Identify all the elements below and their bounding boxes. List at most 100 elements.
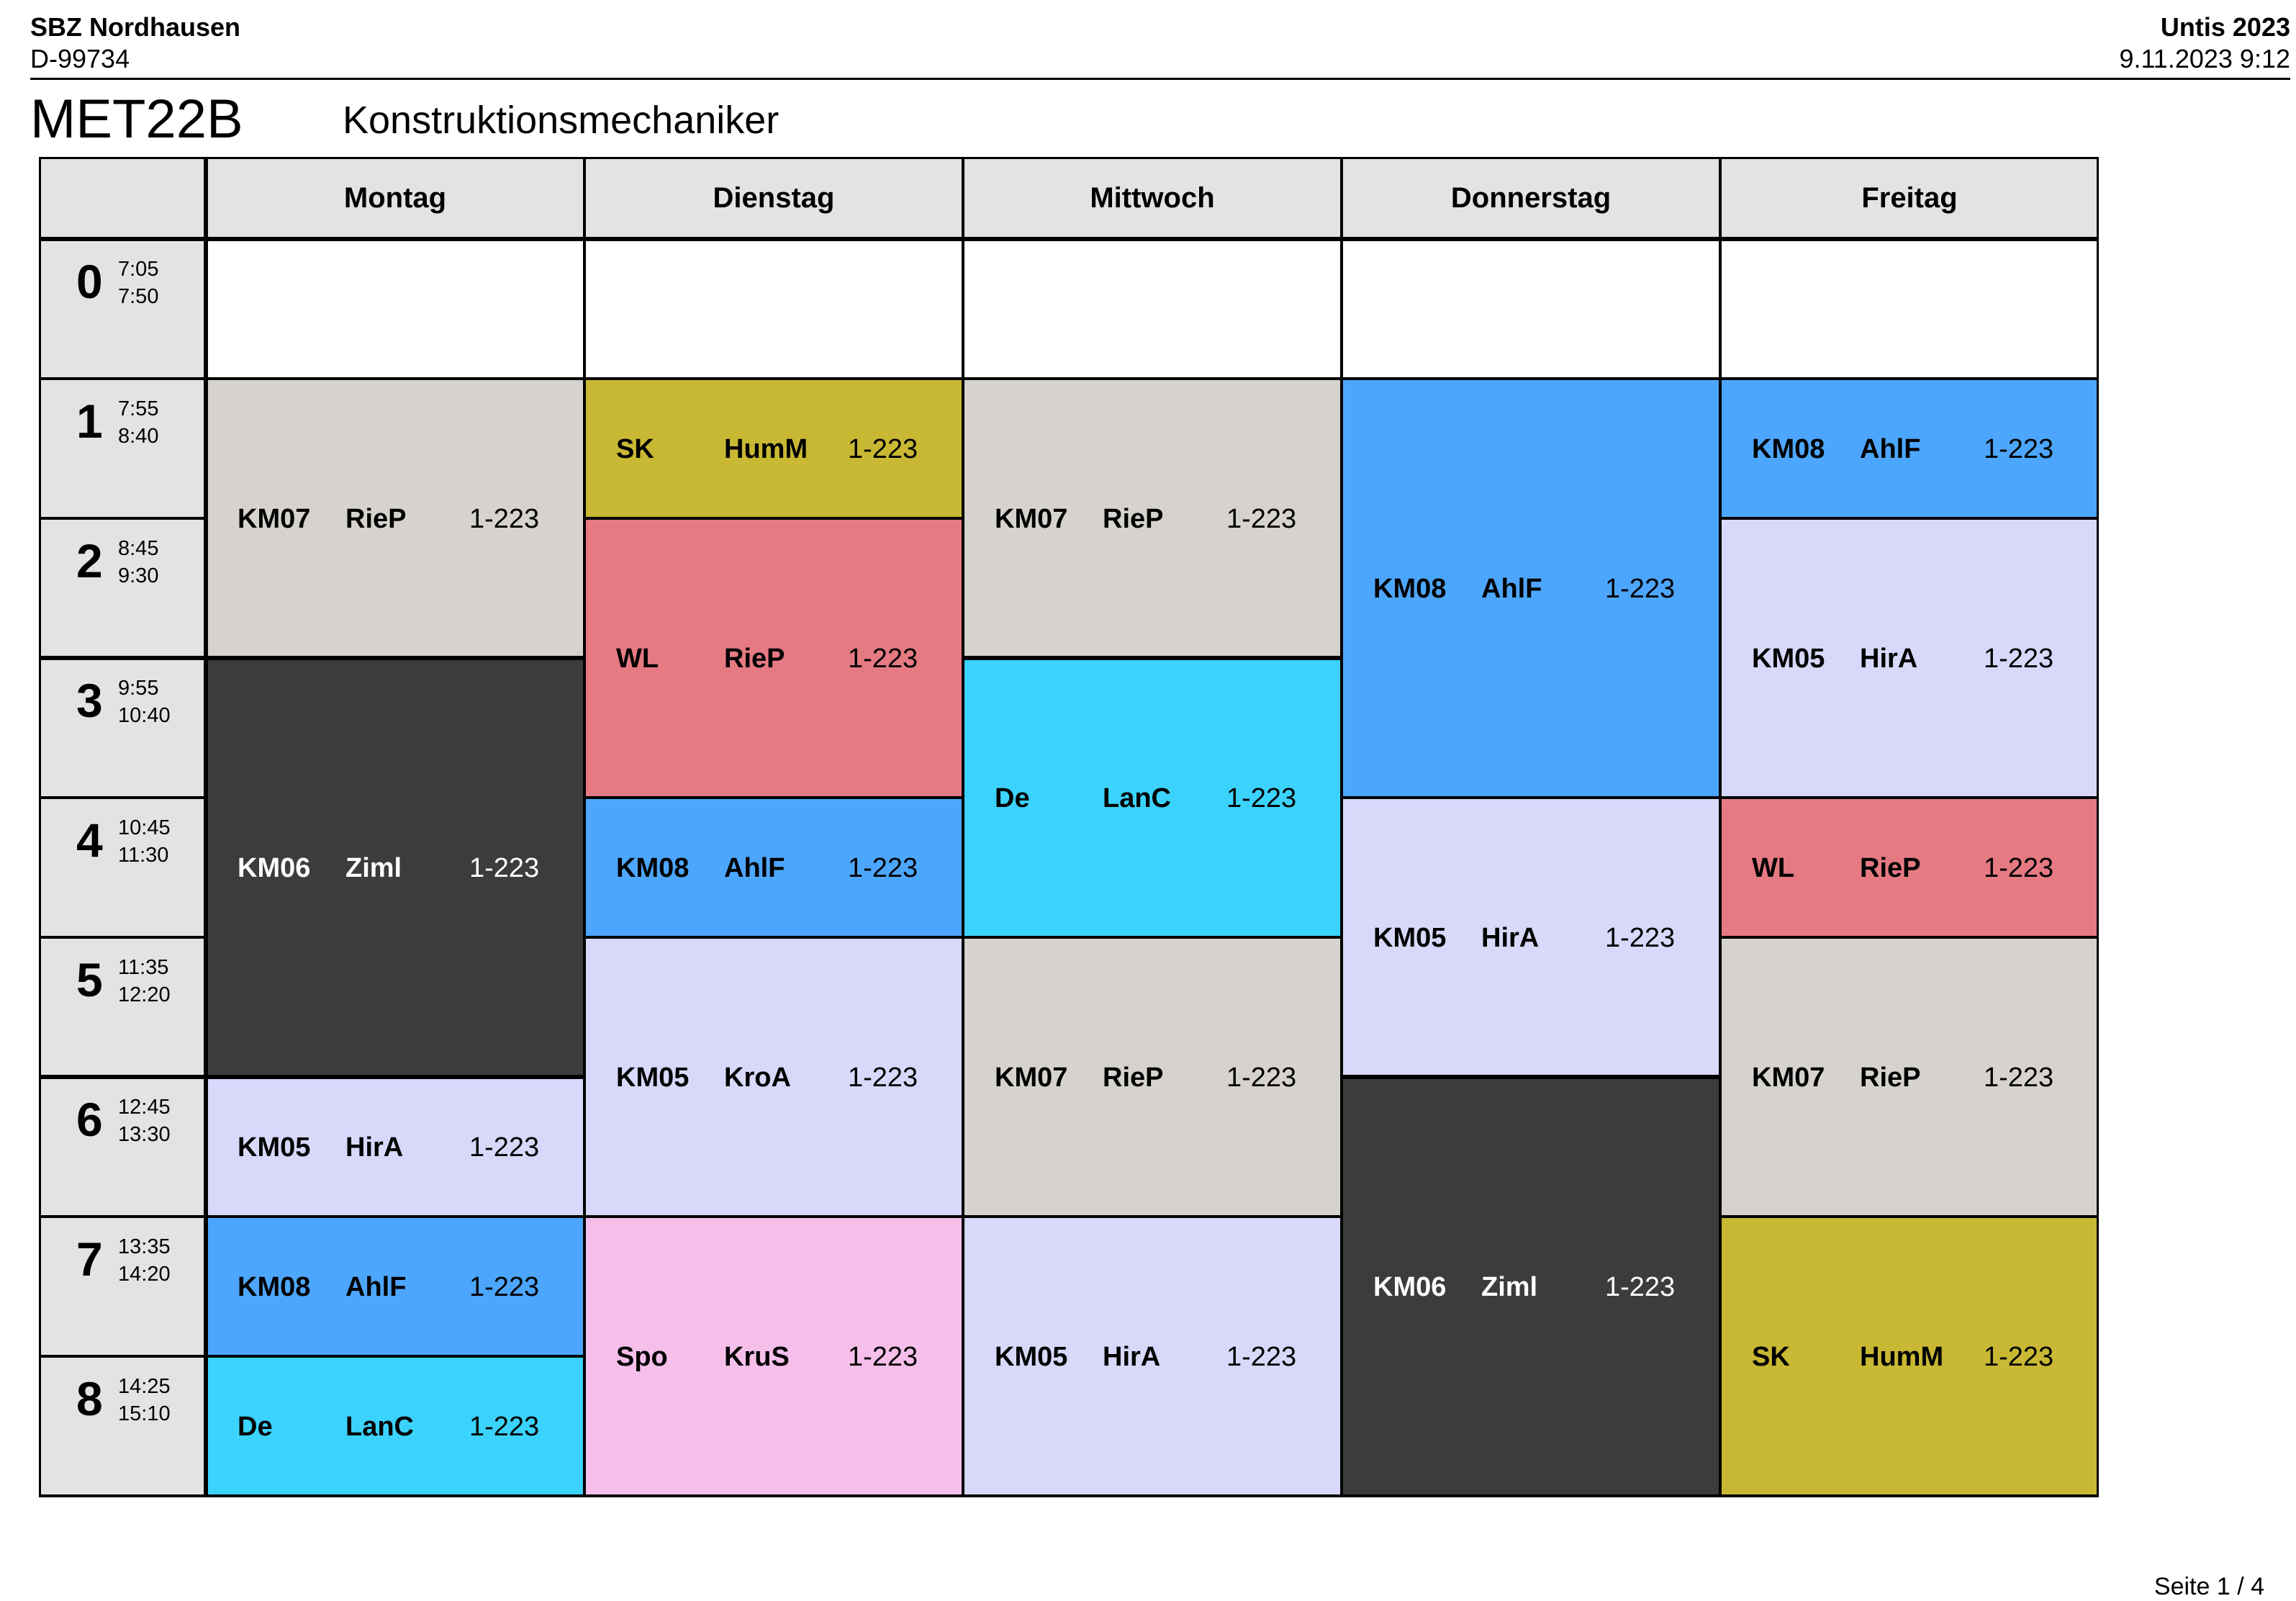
day-header-1: Dienstag (584, 157, 963, 239)
period-start: 14:25 (118, 1375, 171, 1398)
period-number: 5 (76, 953, 103, 1006)
lesson-teacher: HirA (1103, 1342, 1161, 1372)
lesson-teacher: LanC (345, 1412, 414, 1442)
lesson-subject: SK (1752, 1342, 1790, 1372)
lesson-cell[interactable]: WL RieP 1-223 (584, 518, 963, 798)
lesson-room: 1-223 (1226, 1342, 1297, 1372)
lesson-cell[interactable]: KM07 RieP 1-223 (963, 379, 1342, 658)
period-number: 0 (76, 255, 103, 308)
period-number: 7 (76, 1232, 103, 1286)
header-row-divider (39, 237, 2099, 241)
period-header-4: 4 10:45 11:30 (39, 798, 206, 937)
lesson-room: 1-223 (1605, 923, 1676, 953)
lesson-cell[interactable]: KM05 HirA 1-223 (1342, 798, 1720, 1077)
lesson-cell[interactable]: SK HumM 1-223 (584, 379, 963, 518)
lesson-cell[interactable]: KM06 Ziml 1-223 (1342, 1077, 1720, 1496)
lesson-teacher: HirA (1481, 923, 1540, 953)
day-header-3: Donnerstag (1342, 157, 1720, 239)
lesson-teacher: RieP (1860, 1063, 1921, 1093)
lesson-subject: KM08 (1373, 574, 1447, 604)
lesson-cell[interactable]: KM08 AhlF 1-223 (206, 1217, 584, 1356)
lesson-room: 1-223 (1605, 574, 1676, 604)
lesson-cell[interactable]: KM05 HirA 1-223 (1720, 518, 2099, 798)
lesson-subject: KM07 (995, 504, 1068, 534)
period-header-2: 2 8:45 9:30 (39, 518, 206, 658)
period-header-6: 6 12:45 13:30 (39, 1077, 206, 1217)
period-end: 13:30 (118, 1123, 171, 1146)
period-start: 8:45 (118, 537, 159, 560)
lesson-subject: KM05 (238, 1132, 311, 1163)
lesson-subject: De (238, 1412, 273, 1442)
lesson-teacher: HumM (724, 434, 808, 464)
period-start: 10:45 (118, 816, 171, 839)
period-number: 2 (76, 534, 103, 587)
lesson-cell[interactable]: KM08 AhlF 1-223 (584, 798, 963, 937)
lesson-room: 1-223 (1226, 504, 1297, 534)
break-line (1342, 1075, 1720, 1079)
empty-slot (963, 239, 1342, 379)
lesson-cell[interactable]: KM07 RieP 1-223 (1720, 937, 2099, 1217)
lesson-cell[interactable]: De LanC 1-223 (963, 658, 1342, 937)
lesson-subject: De (995, 783, 1030, 813)
period-start: 9:55 (118, 677, 159, 700)
lesson-subject: KM06 (1373, 1272, 1447, 1302)
lesson-cell[interactable]: KM08 AhlF 1-223 (1342, 379, 1720, 798)
empty-slot (1342, 239, 1720, 379)
lesson-teacher: RieP (1103, 1063, 1164, 1093)
lesson-cell[interactable]: KM05 HirA 1-223 (963, 1217, 1342, 1496)
lesson-teacher: RieP (1103, 504, 1164, 534)
period-number: 1 (76, 394, 103, 448)
lesson-subject: KM07 (995, 1063, 1068, 1093)
period-end: 11:30 (118, 844, 169, 867)
lesson-subject: KM05 (1752, 644, 1825, 674)
lesson-cell[interactable]: SK HumM 1-223 (1720, 1217, 2099, 1496)
print-date: 9.11.2023 9:12 (2119, 44, 2290, 73)
period-end: 14:20 (118, 1263, 171, 1286)
lesson-room: 1-223 (469, 1272, 540, 1302)
period-number: 6 (76, 1093, 103, 1146)
lesson-teacher: Ziml (1481, 1272, 1538, 1302)
lesson-teacher: RieP (345, 504, 407, 534)
lesson-cell[interactable]: KM07 RieP 1-223 (206, 379, 584, 658)
period-start: 7:05 (118, 258, 159, 281)
lesson-room: 1-223 (1984, 644, 2054, 674)
lesson-room: 1-223 (1984, 434, 2054, 464)
lesson-teacher: HirA (1860, 644, 1918, 674)
lesson-cell[interactable]: KM05 KroA 1-223 (584, 937, 963, 1217)
lesson-cell[interactable]: Spo KruS 1-223 (584, 1217, 963, 1496)
lesson-room: 1-223 (1984, 1063, 2054, 1093)
lesson-subject: WL (616, 644, 659, 674)
lesson-room: 1-223 (848, 644, 918, 674)
period-header-7: 7 13:35 14:20 (39, 1217, 206, 1356)
lesson-room: 1-223 (1226, 783, 1297, 813)
lesson-room: 1-223 (848, 853, 918, 883)
lesson-room: 1-223 (469, 1132, 540, 1163)
lesson-cell[interactable]: KM05 HirA 1-223 (206, 1077, 584, 1217)
lesson-subject: KM07 (1752, 1063, 1825, 1093)
break-line (39, 1075, 584, 1079)
lesson-room: 1-223 (1984, 853, 2054, 883)
lesson-cell[interactable]: WL RieP 1-223 (1720, 798, 2099, 937)
period-end: 15:10 (118, 1402, 171, 1425)
lesson-teacher: RieP (1860, 853, 1921, 883)
lesson-room: 1-223 (469, 853, 540, 883)
lesson-teacher: KruS (724, 1342, 790, 1372)
lesson-teacher: AhlF (724, 853, 785, 883)
period-start: 7:55 (118, 397, 159, 420)
empty-slot (584, 239, 963, 379)
day-header-0: Montag (206, 157, 584, 239)
lesson-cell[interactable]: KM07 RieP 1-223 (963, 937, 1342, 1217)
period-header-8: 8 14:25 15:10 (39, 1356, 206, 1496)
product-name: Untis 2023 (2160, 12, 2290, 42)
page-number: Seite 1 / 4 (2153, 1573, 2264, 1600)
lesson-teacher: RieP (724, 644, 785, 674)
lesson-subject: KM08 (238, 1272, 311, 1302)
day-header-2: Mittwoch (963, 157, 1342, 239)
lesson-teacher: KroA (724, 1063, 791, 1093)
lesson-cell[interactable]: KM06 Ziml 1-223 (206, 658, 584, 1077)
day-header-4: Freitag (1720, 157, 2099, 239)
period-end: 12:20 (118, 983, 171, 1006)
lesson-teacher: AhlF (345, 1272, 407, 1302)
lesson-cell[interactable]: De LanC 1-223 (206, 1356, 584, 1496)
lesson-cell[interactable]: KM08 AhlF 1-223 (1720, 379, 2099, 518)
